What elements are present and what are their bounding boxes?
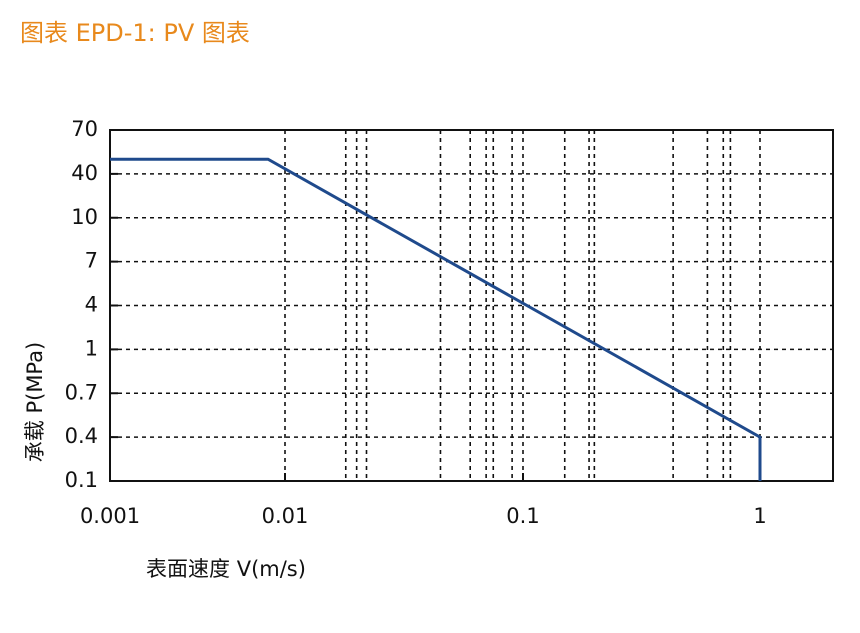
x-tick-label: 1 [753,504,766,528]
y-axis-label: 承载 P(MPa) [23,342,47,462]
y-tick-label: 40 [71,161,98,185]
y-tick-label: 4 [85,293,98,317]
y-tick-label: 70 [71,117,98,141]
chart-title: 图表 EPD-1: PV 图表 [20,19,250,47]
series-line [110,157,762,481]
y-tick-label: 7 [85,249,98,273]
y-tick-label: 10 [71,205,98,229]
y-tick-label: 0.7 [65,380,98,404]
y-tick-label: 1 [85,336,98,360]
x-tick-label: 0.1 [506,504,539,528]
y-tick-label: 0.1 [65,468,98,492]
y-tick-label: 0.4 [65,424,98,448]
x-tick-label: 0.01 [262,504,309,528]
x-axis-label: 表面速度 V(m/s) [146,557,306,581]
x-tick-label: 0.001 [80,504,140,528]
